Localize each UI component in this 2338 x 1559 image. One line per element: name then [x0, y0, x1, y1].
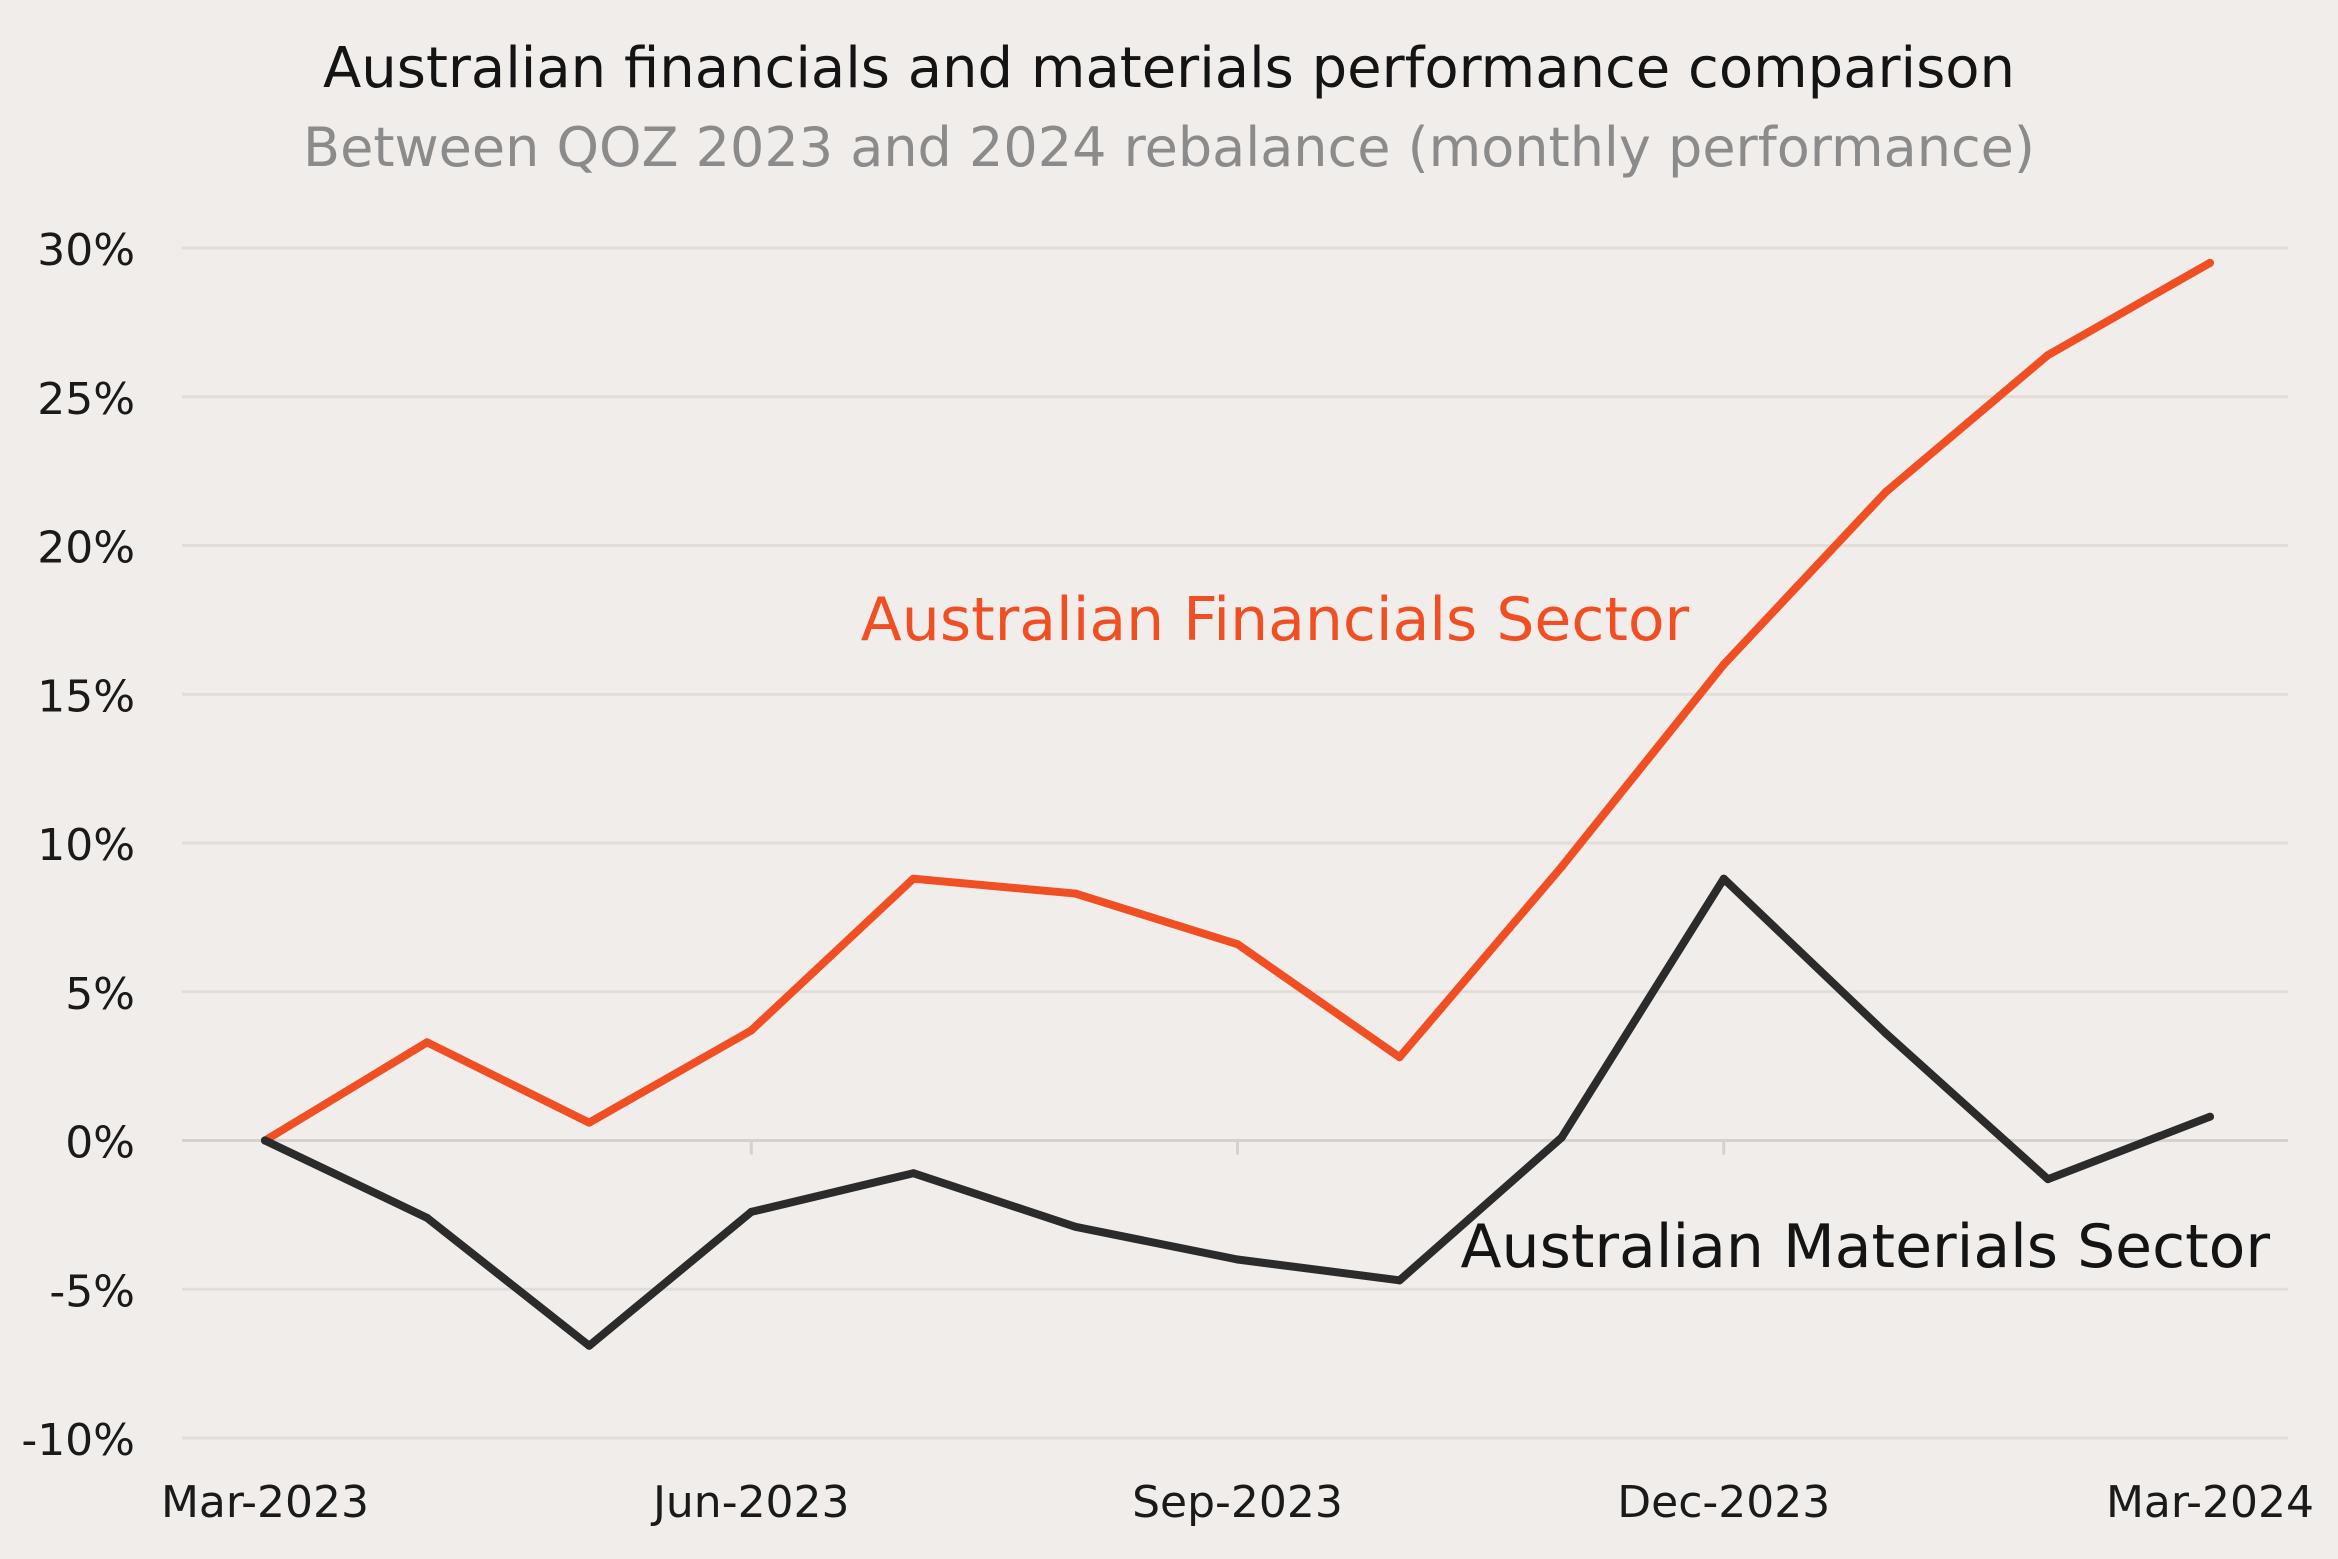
- materials-data-point: [909, 1169, 918, 1178]
- financials-data-point: [1395, 1053, 1404, 1062]
- financials-data-point: [1071, 889, 1080, 898]
- y-tick-label: 10%: [37, 820, 135, 871]
- x-tick-label: Sep-2023: [1132, 1477, 1343, 1528]
- y-tick-label: 15%: [37, 671, 135, 722]
- financials-series-line: [261, 258, 2214, 1145]
- financials-data-point: [1233, 940, 1242, 949]
- financials-series-label: Australian Financials Sector: [861, 585, 1690, 655]
- chart-subtitle: Between QOZ 2023 and 2024 rebalance (mon…: [303, 116, 2035, 179]
- financials-data-point: [2206, 258, 2214, 267]
- materials-data-point: [1071, 1222, 1080, 1231]
- x-tick-label: Mar-2023: [161, 1477, 369, 1528]
- materials-data-point: [1719, 874, 1728, 883]
- financials-data-point: [1557, 862, 1566, 871]
- financials-data-point: [747, 1026, 756, 1035]
- materials-data-point: [1395, 1276, 1404, 1285]
- materials-data-point: [2206, 1112, 2214, 1121]
- materials-data-point: [747, 1207, 756, 1216]
- x-tick-label: Dec-2023: [1617, 1477, 1830, 1528]
- chart-title: Australian financials and materials perf…: [322, 36, 2016, 101]
- materials-data-point: [1233, 1255, 1242, 1264]
- x-tick-label: Mar-2024: [2106, 1477, 2314, 1528]
- financials-data-point: [1719, 660, 1728, 669]
- y-tick-label: -10%: [21, 1415, 135, 1466]
- financials-data-point: [909, 874, 918, 883]
- materials-series-label: Australian Materials Sector: [1461, 1212, 2271, 1282]
- materials-data-point: [1881, 1029, 1890, 1038]
- financials-data-point: [2043, 351, 2052, 360]
- y-tick-label: 5%: [65, 969, 135, 1020]
- materials-data-point: [261, 1136, 269, 1145]
- financials-data-point: [1881, 487, 1890, 496]
- y-tick-label: 0%: [65, 1118, 135, 1169]
- y-tick-label: -5%: [49, 1266, 135, 1317]
- materials-data-point: [585, 1341, 594, 1350]
- financials-data-point: [423, 1038, 432, 1047]
- y-tick-label: 30%: [37, 225, 135, 276]
- materials-data-point: [2043, 1175, 2052, 1184]
- y-tick-label: 25%: [37, 374, 135, 425]
- materials-data-point: [1557, 1133, 1566, 1142]
- y-tick-label: 20%: [37, 523, 135, 574]
- x-tick-label: Jun-2023: [650, 1477, 850, 1528]
- financials-data-point: [585, 1118, 594, 1127]
- materials-data-point: [423, 1213, 432, 1222]
